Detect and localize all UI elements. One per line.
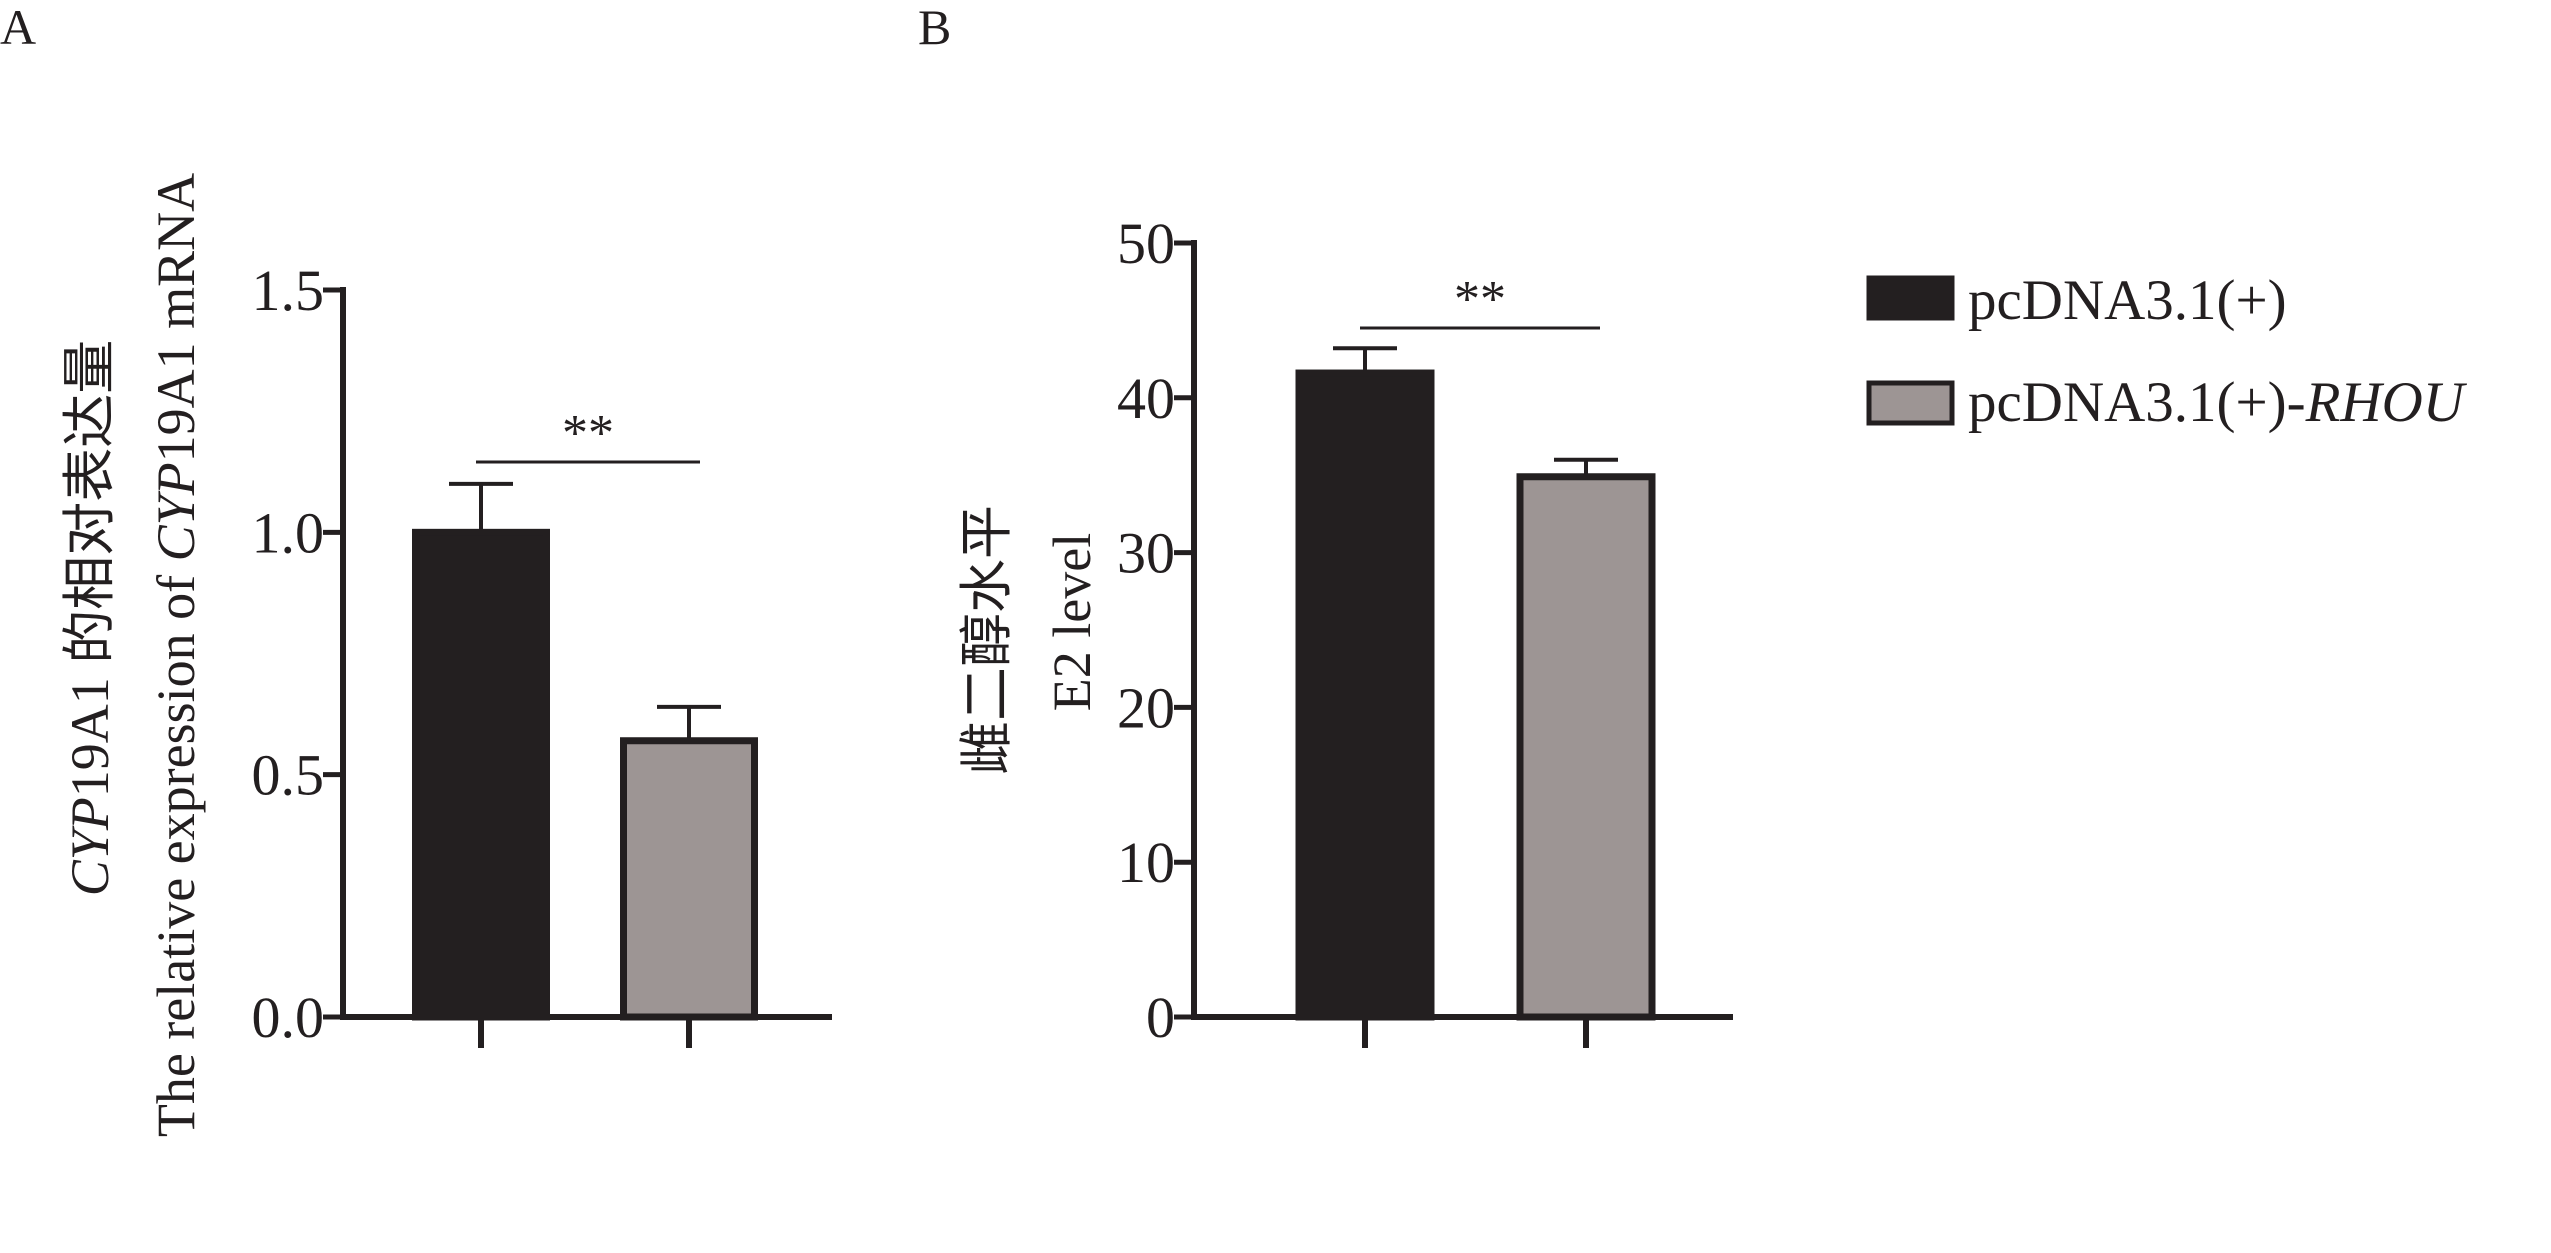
chart-a-ytick-label: 1.0 — [252, 500, 325, 565]
legend-swatch-rhou — [1866, 380, 1955, 426]
chart-a: CYP19A1 的相对表达量 The relative expression o… — [60, 173, 832, 1137]
chart-b-ylabel-english: E2 level — [1042, 533, 1102, 711]
chart-b-ylabel-chinese: 雌二醇水平 — [957, 505, 1017, 775]
chart-a-ylabel-english: The relative expression of CYP19A1 mRNA — [146, 173, 206, 1137]
panel-label-a: A — [0, 0, 36, 55]
chart-a-ytick-label: 0.5 — [252, 743, 325, 808]
chart-b-bar — [1295, 369, 1435, 1021]
legend: pcDNA3.1(+) pcDNA3.1(+)-RHOU — [1866, 269, 2468, 434]
chart-b: 雌二醇水平 E2 level 0 10 20 30 40 50 ** — [957, 211, 1733, 1050]
panel-label-b: B — [918, 0, 951, 55]
chart-b-significance-label: ** — [1454, 271, 1506, 328]
legend-swatch-pcdna — [1866, 275, 1955, 321]
chart-a-ytick-label: 0.0 — [252, 985, 325, 1050]
chart-a-significance-label: ** — [562, 405, 614, 462]
chart-b-ytick-label: 50 — [1117, 211, 1175, 276]
chart-b-bar — [1516, 473, 1656, 1021]
chart-b-ytick-label: 40 — [1117, 366, 1175, 431]
chart-a-ytick-label: 1.5 — [252, 258, 325, 323]
chart-a-bar — [412, 528, 550, 1021]
chart-a-ylabel-chinese: CYP19A1 的相对表达量 — [60, 340, 120, 897]
legend-label-rhou: pcDNA3.1(+)-RHOU — [1968, 371, 2468, 434]
chart-b-ytick-label: 20 — [1117, 675, 1175, 740]
chart-b-ytick-label: 10 — [1117, 830, 1175, 895]
chart-a-bar — [620, 737, 758, 1021]
chart-b-ytick-label: 30 — [1117, 521, 1175, 586]
legend-label-pcdna: pcDNA3.1(+) — [1968, 269, 2287, 332]
chart-b-ytick-label: 0 — [1146, 985, 1175, 1050]
